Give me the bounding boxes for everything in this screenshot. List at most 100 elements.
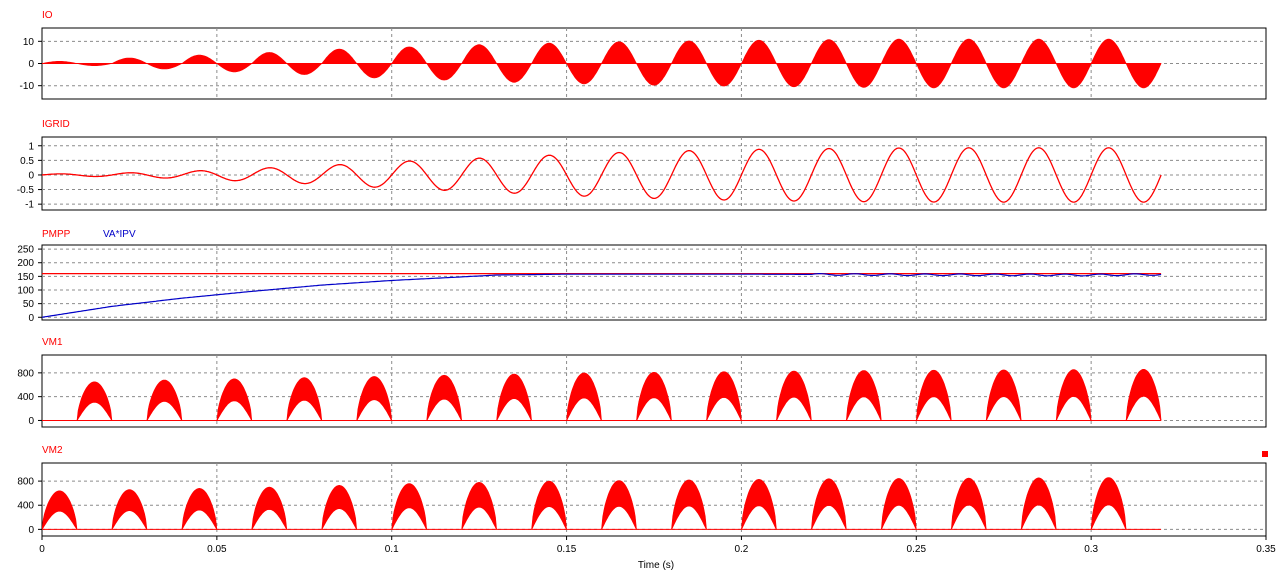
io-half-cycle <box>1090 38 1127 64</box>
y-tick-label: -1 <box>25 200 34 211</box>
io-half-cycle <box>915 63 952 89</box>
vm-pulse-edge <box>566 397 602 421</box>
y-tick-label: 800 <box>17 368 34 379</box>
vm-pulse-edge <box>985 395 1022 421</box>
vm-pulse-edge <box>216 400 253 421</box>
vm-pulse-edge <box>671 505 707 530</box>
io-half-cycle <box>286 63 323 75</box>
y-tick-label: 250 <box>17 245 34 256</box>
vm-pulse-edge <box>810 504 847 530</box>
panel-title: VM1 <box>42 337 63 348</box>
io-half-cycle <box>76 63 112 66</box>
panel-vm2: 800 400 0 VM2 <box>17 445 1267 537</box>
vm-pulse-edge <box>321 507 358 530</box>
io-half-cycle <box>531 42 568 64</box>
vm-pulse-edge <box>775 396 812 421</box>
series-title-pmpp: PMPP <box>42 229 71 240</box>
plot-area <box>42 38 1162 89</box>
y-tick-label: 1 <box>28 141 34 152</box>
vm-pulse-edge <box>251 508 288 530</box>
x-tick-label: 0.3 <box>1084 544 1098 555</box>
y-tick-label: 0 <box>28 313 34 324</box>
y-tick-label: 100 <box>17 286 34 297</box>
vm-pulse-edge <box>1055 395 1092 421</box>
io-half-cycle <box>356 63 393 79</box>
io-half-cycle <box>706 63 742 87</box>
io-half-cycle <box>42 61 78 64</box>
io-half-cycle <box>810 39 847 64</box>
io-half-cycle <box>845 63 882 88</box>
y-tick-label: 0 <box>28 416 34 427</box>
y-tick-label: 0 <box>28 59 34 70</box>
y-tick-label: -10 <box>20 81 35 92</box>
vm-pulse-edge <box>1090 504 1127 530</box>
plot-area <box>42 477 1162 530</box>
vm-pulse-edge <box>740 505 777 530</box>
vm-pulse-edge <box>76 401 113 421</box>
io-half-cycle <box>950 38 987 64</box>
y-tick-label: 150 <box>17 272 34 283</box>
vm-pulse-edge <box>950 504 987 530</box>
y-tick-label: 400 <box>17 392 34 403</box>
vm-pulse-edge <box>880 504 917 530</box>
y-tick-label: 400 <box>17 501 34 512</box>
panel-title: VM2 <box>42 445 63 456</box>
panel-frame <box>41 136 1267 211</box>
vm-pulse-edge <box>845 396 882 421</box>
y-tick-label: 10 <box>23 37 35 48</box>
vm-pulse-edge <box>146 400 183 421</box>
panels-layer: 100-10IO10.50-0.5-1IGRID250200150100500P… <box>17 10 1267 537</box>
y-tick-label: 0.5 <box>20 156 34 167</box>
panel-vm1: 800 400 0 VM1 <box>17 337 1267 428</box>
y-tick-label: 0 <box>28 525 34 536</box>
vm-pulse-edge <box>356 398 393 421</box>
y-tick-label: 50 <box>23 299 35 310</box>
x-tick-label: 0.35 <box>1256 544 1276 555</box>
io-half-cycle <box>985 63 1022 89</box>
trace-va-ipv <box>42 273 1162 318</box>
vm-pulse-edge <box>286 399 323 421</box>
io-half-cycle <box>1020 38 1057 64</box>
panel-title: IGRID <box>42 119 70 130</box>
vm-pulse-edge <box>42 510 78 530</box>
io-half-cycle <box>251 52 288 64</box>
vm-pulse-edge <box>181 509 218 530</box>
io-half-cycle <box>216 63 253 73</box>
y-tick-label: 0 <box>28 170 34 181</box>
io-half-cycle <box>1125 63 1162 89</box>
x-tick-label: 0.05 <box>207 544 227 555</box>
x-tick-label: 0.1 <box>385 544 399 555</box>
panel-io: 10 0 -10 IO <box>20 10 1267 100</box>
panel-igrid: 1 0.5 0 -0.5 -1 IGRID <box>17 119 1267 211</box>
vm-pulse-edge <box>391 507 428 530</box>
x-tick-label: 0.2 <box>734 544 748 555</box>
io-half-cycle <box>391 46 428 64</box>
io-half-cycle <box>321 48 358 64</box>
plot-area <box>42 368 1162 421</box>
series-title-va-ipv: VA*IPV <box>103 229 136 240</box>
plot-area <box>42 273 1162 318</box>
panel-title: IO <box>42 10 53 21</box>
y-tick-label: 200 <box>17 258 34 269</box>
vm-pulse-edge <box>1020 504 1057 530</box>
x-axis: 0 0.05 0.1 0.15 0.2 0.25 0.3 0.35 <box>39 536 1276 555</box>
io-half-cycle <box>1055 63 1092 89</box>
x-tick-label: 0 <box>39 544 45 555</box>
igrid-trace <box>42 147 1162 203</box>
vm-pulse-edge <box>915 396 952 421</box>
io-half-cycle <box>181 54 218 64</box>
io-half-cycle <box>671 40 707 64</box>
panel-pmpp-va-ipv: 250 200 150 100 50 0 PMPP VA*IPV <box>17 229 1267 324</box>
y-tick-label: -0.5 <box>17 185 35 196</box>
plot-area <box>42 147 1162 203</box>
vm-pulse-edge <box>1125 395 1162 421</box>
io-half-cycle <box>146 63 183 70</box>
vm-pulse-edge <box>111 509 148 530</box>
x-axis-label: Time (s) <box>638 560 674 571</box>
vm-pulse-edge <box>636 397 672 421</box>
vm-pulse-edge <box>601 505 637 530</box>
io-half-cycle <box>111 57 148 64</box>
y-tick-label: 800 <box>17 477 34 488</box>
vm-pulse-edge <box>426 398 463 421</box>
